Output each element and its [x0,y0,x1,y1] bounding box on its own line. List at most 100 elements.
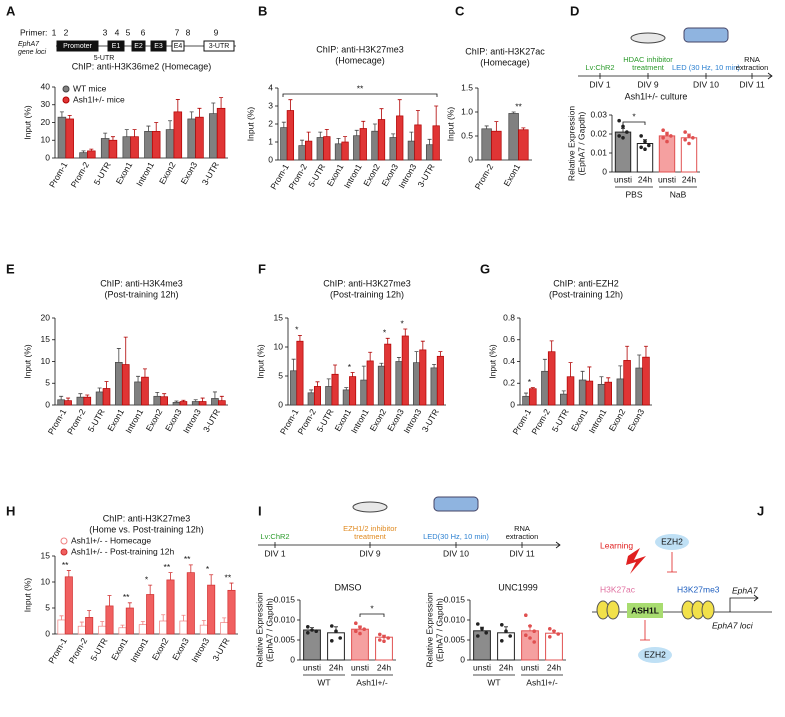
panel-label: E [6,261,15,276]
gene-segment [56,40,99,52]
data-point [687,141,691,146]
y-tick-label: 15 [41,550,51,560]
y-axis-label: Relative Expression [254,592,264,667]
error-bar [415,110,420,125]
error-bar [379,362,384,367]
bar [122,136,132,159]
data-point [643,147,647,151]
error-bar [420,340,425,350]
y-tick-label: 0.005 [274,634,296,644]
error-bar [637,354,642,369]
bar [165,129,175,159]
error-bar [281,121,286,128]
segment-label: E4 [174,43,183,50]
y-axis-label: (EphA7 / Gapdh) [264,598,274,662]
error-bar [297,335,302,342]
bar [146,594,155,635]
error-bar [621,127,625,133]
x-tick-label: unsti [521,662,539,672]
bar [334,143,343,161]
bar [153,395,162,406]
error-bar [379,108,384,120]
error-bar [409,131,414,142]
y-tick-label: 0.8 [503,312,515,322]
primer-number: 7 [175,27,180,37]
y-tick-label: 40 [41,81,51,91]
step-label: EZH1/2 inhibitor [343,524,397,533]
error-bar [300,139,305,146]
bar [187,118,196,159]
error-bar [175,99,180,112]
legend-label: WT mice [73,83,107,93]
panel-label: D [570,3,579,18]
bar [616,378,625,406]
significance-star: * [400,318,404,328]
primer-number: 2 [64,27,69,37]
error-bar [229,582,234,591]
significance-star: ** [184,554,191,564]
bar [227,589,236,635]
data-point [647,143,651,148]
error-bar [181,399,186,402]
data-point [330,624,334,628]
error-bar [333,364,338,375]
y-tick-label: 0.015 [274,594,296,604]
y-axis-label: Input (%) [255,344,265,379]
bar [216,107,226,159]
x-tick-label: 24h [682,174,696,184]
data-point [330,639,334,643]
bar [430,367,438,406]
error-bar [59,395,64,400]
bar [547,351,556,406]
lightning-icon [626,548,646,574]
x-tick-label: 3-UTR [210,636,231,663]
y-tick-label: 4 [268,82,273,92]
error-bar [618,365,623,379]
bar [57,116,67,159]
ash1l-box [627,603,663,618]
mechanism-diagram: Learning EZH2 H3K27ac H3K27me3 ASH1L Eph… [592,534,772,663]
bar [211,398,219,406]
x-tick-label: 24h [377,662,391,672]
x-tick-label: Intron1 [587,407,609,435]
chart-title: ChIP: anti-H3K27me3 [323,278,411,288]
y-axis-label: Input (%) [445,107,455,142]
data-point [358,631,362,636]
x-tick-label: Prom-2 [473,162,496,191]
y-tick-label: 0 [45,152,50,162]
bar [172,402,181,406]
y-axis-label: Input (%) [22,344,32,379]
bar [138,624,147,635]
y-tick-label: 15 [41,334,51,344]
error-bar [59,615,64,620]
data-point [334,629,338,633]
error-bar [606,377,611,383]
error-bar [438,351,443,357]
x-tick-label: Prom-2 [286,162,309,191]
significance-bracket [622,121,646,125]
segment-label: Promoter [63,43,92,50]
panel-label: C [455,3,465,18]
legend-swatch [62,85,70,93]
gene-segment [171,40,185,52]
error-bar [350,372,355,377]
step-label: extraction [736,63,769,72]
data-point [687,134,691,138]
bar [585,380,594,406]
y-tick-label: 0 [602,166,607,176]
error-bar [162,393,167,397]
x-tick-label: Prom-2 [65,407,88,436]
y-axis-label: Input (%) [22,578,32,613]
bar [578,379,587,406]
y-axis-label: (EphA7 / Gapdh) [576,111,586,175]
error-bar [484,125,489,129]
x-tick-label: Intron1 [342,162,364,190]
error-bar [123,336,128,365]
bar [186,572,195,635]
error-bar [66,397,71,401]
y-tick-label: 5 [45,602,50,612]
bar [560,393,568,406]
x-tick-label: Prom-1 [47,160,70,189]
error-bar [79,621,84,627]
bar [360,379,368,406]
